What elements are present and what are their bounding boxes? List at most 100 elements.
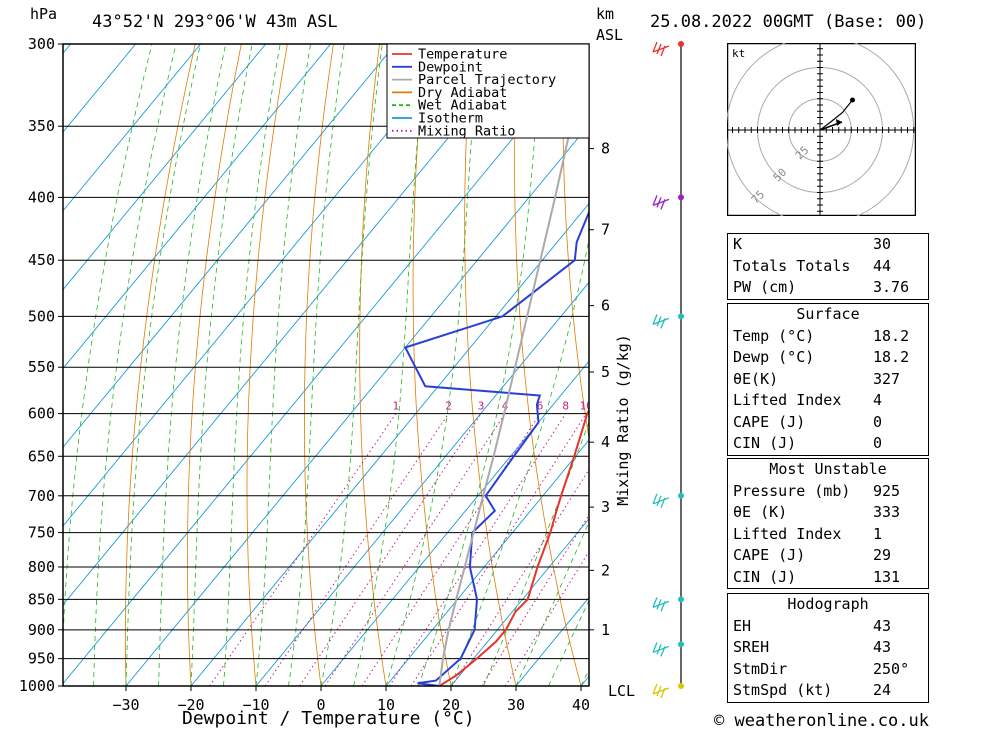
- hodograph-table: Hodograph EH 43 SREH 43 StmDir 250° StmSpd …: [727, 593, 929, 703]
- temperature-tick-label: 10: [377, 696, 395, 714]
- wind-barb-dot: [678, 596, 684, 603]
- legend-label: Dry Adiabat: [418, 85, 507, 101]
- wind-barb-dot: [678, 641, 684, 648]
- wet-adiabat-line: [223, 44, 281, 686]
- mixing-ratio-label: 25: [668, 400, 681, 413]
- mixing-ratio-line: [388, 413, 567, 686]
- pressure-tick-label: 500: [28, 307, 55, 325]
- mixing-ratio-label: 10: [580, 400, 593, 413]
- height-tick-label: 2: [601, 561, 610, 579]
- isotherm-line: [385, 439, 589, 686]
- km-label: km: [596, 5, 615, 23]
- pressure-tick-label: 650: [28, 447, 55, 465]
- pressure-tick-label: 900: [28, 621, 55, 639]
- pressure-tick-label: 800: [28, 558, 55, 576]
- x-axis-title: Dewpoint / Temperature (°C): [182, 708, 475, 729]
- dry-adiabat-line: [562, 44, 589, 441]
- plot-frame: [62, 43, 590, 687]
- pressure-tick-label: 450: [28, 251, 55, 269]
- temperature-tick-label: 0: [316, 696, 325, 714]
- temperature-tick-label: 20: [442, 696, 460, 714]
- pressure-unit-label: hPa: [30, 5, 58, 23]
- height-tick-label: 1: [601, 621, 610, 639]
- legend-label: Dewpoint: [418, 59, 483, 75]
- dry-adiabat-line: [412, 44, 452, 686]
- valid-datetime: 25.08.2022 00GMT (Base: 00): [650, 12, 927, 32]
- mixing-ratio-label: 1: [393, 400, 400, 413]
- most-unstable-title: Most Unstable: [769, 460, 887, 478]
- wet-adiabat-line: [190, 44, 253, 686]
- hodograph-trace: [819, 99, 853, 131]
- wind-barb-flags: [652, 597, 670, 612]
- legend-label: Wet Adiabat: [418, 98, 507, 114]
- wind-barb-dot: [678, 41, 684, 47]
- temperature-tick-label: −30: [112, 696, 139, 714]
- wind-barb-flags: [652, 41, 670, 57]
- mixing-ratio-line: [361, 413, 541, 686]
- isotherm-line: [450, 518, 589, 686]
- dry-adiabat-line: [304, 44, 334, 686]
- legend-label: Mixing Ratio: [418, 123, 516, 139]
- mixing-ratio-label: 3: [478, 400, 485, 413]
- legend-label: Parcel Trajectory: [418, 72, 556, 88]
- isotherm-line: [63, 44, 201, 212]
- height-tick-label: 6: [601, 297, 610, 315]
- hodograph-title: Hodograph: [787, 595, 869, 613]
- pressure-tick-label: 550: [28, 358, 55, 376]
- pressure-tick-label: 750: [28, 524, 55, 542]
- isotherm-line: [125, 124, 589, 686]
- hodograph-end-dot: [850, 97, 855, 103]
- wind-barb-dot: [678, 313, 684, 320]
- index-row-pw: PW (cm) 3.76: [733, 278, 910, 296]
- dry-adiabat-line: [514, 44, 582, 686]
- lcl-label: LCL: [608, 682, 635, 700]
- wind-barb-icon: [652, 597, 670, 612]
- hodograph-row: StmSpd (kt) 24: [733, 681, 892, 699]
- mixing-ratio-label: 20: [646, 400, 659, 413]
- isotherm-line: [190, 202, 589, 686]
- hodograph-unit: kt: [732, 47, 745, 60]
- wind-barb-icon: [652, 642, 670, 657]
- mixing-ratio-line: [324, 413, 506, 686]
- pressure-tick-label: 300: [28, 35, 55, 53]
- index-row-totals: Totals Totals 44: [733, 256, 892, 275]
- unstable-row: CAPE (J) 29: [733, 546, 892, 564]
- legend-box: [386, 43, 590, 139]
- pressure-tick-label: 1000: [19, 677, 55, 695]
- legend-label: Isotherm: [418, 111, 483, 127]
- unstable-row: Lifted Index 1: [733, 524, 883, 543]
- pressure-tick-label: 350: [28, 117, 55, 135]
- dry-adiabat-line: [187, 44, 242, 686]
- isotherm-line: [0, 44, 6, 686]
- wind-barb-dot: [678, 492, 684, 499]
- height-tick-label: 8: [601, 140, 610, 158]
- dry-adiabat-line: [246, 44, 288, 686]
- temperature-tick-label: −10: [242, 696, 269, 714]
- surface-row: Temp (°C) 18.2: [733, 326, 910, 345]
- hodograph-row: SREH 43: [733, 638, 892, 656]
- wet-adiabat-line: [320, 44, 383, 686]
- isotherm-line: [63, 44, 526, 606]
- profile-dewpoint: [403, 209, 589, 686]
- credit-link[interactable]: © weatheronline.co.uk: [714, 711, 929, 731]
- isotherm-line: [63, 44, 136, 133]
- mixing-ratio-line: [299, 413, 482, 686]
- wind-barb-flags: [652, 683, 670, 699]
- wet-adiabat-line: [353, 44, 427, 686]
- wet-adiabat-line: [288, 44, 345, 686]
- height-tick-label: 3: [601, 498, 610, 516]
- mixing-ratio-line: [504, 550, 589, 686]
- station-location: 43°52'N 293°06'W 43m ASL: [92, 12, 338, 32]
- mixing-ratio-label: 8: [562, 400, 569, 413]
- wind-barb-dot: [678, 683, 684, 689]
- unstable-row: Pressure (mb) 925: [733, 481, 901, 500]
- pressure-tick-label: 950: [28, 650, 55, 668]
- wet-adiabat-line: [515, 521, 589, 686]
- wet-adiabat-line: [548, 599, 589, 686]
- profile-parcel-trajectory: [438, 44, 589, 686]
- temperature-tick-label: 30: [507, 696, 525, 714]
- wind-barb-icon: [652, 683, 670, 699]
- pressure-tick-label: 400: [28, 188, 55, 206]
- isotherm-line: [63, 44, 396, 448]
- hodograph-row: StmDir 250°: [733, 659, 910, 678]
